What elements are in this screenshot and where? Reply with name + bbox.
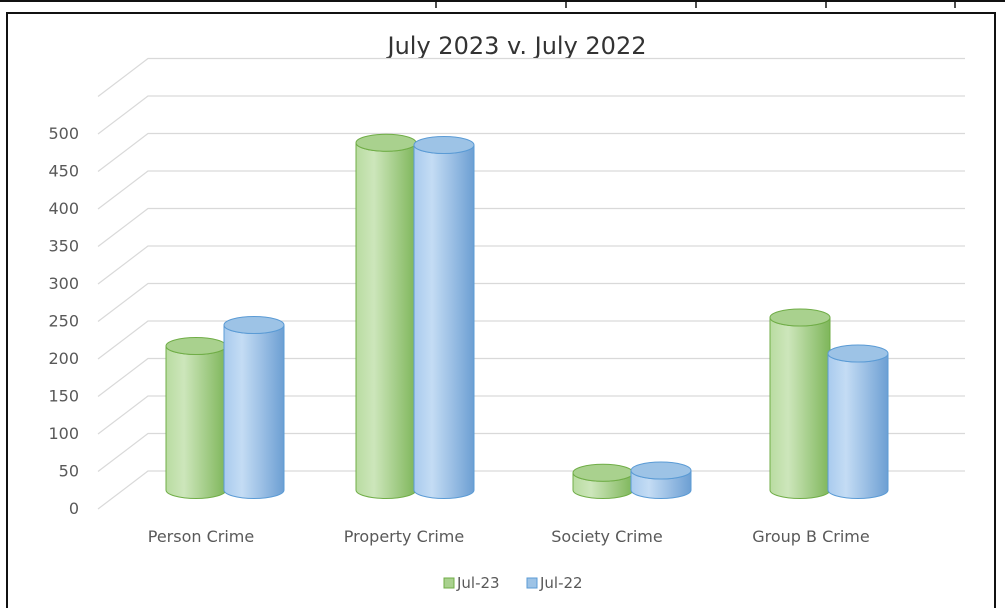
y-tick-label: 50	[59, 462, 79, 481]
gridline	[97, 95, 965, 135]
bar	[165, 337, 227, 499]
legend-label: Jul-23	[456, 574, 500, 592]
y-tick-label: 400	[48, 199, 79, 218]
bar	[769, 308, 831, 499]
y-tick-label: 250	[48, 312, 79, 331]
x-category-label: Society Crime	[551, 527, 662, 546]
gridline	[97, 207, 965, 247]
y-tick-label: 0	[69, 499, 79, 518]
legend-swatch	[443, 577, 455, 589]
gridline	[97, 395, 965, 435]
legend-item: Jul-22	[526, 574, 583, 592]
y-tick-label: 300	[48, 274, 79, 293]
legend-item: Jul-23	[443, 574, 500, 592]
gridline	[97, 432, 965, 472]
y-tick-label: 150	[48, 387, 79, 406]
gridline	[97, 320, 965, 360]
y-tick-label: 100	[48, 424, 79, 443]
y-axis-ticks: 0 50 100 150 200 250 300 350 400 450 500	[48, 124, 79, 518]
bar	[355, 133, 417, 499]
gridline	[97, 57, 965, 97]
gridline	[97, 357, 965, 397]
bar	[572, 463, 634, 499]
legend: Jul-23 Jul-22	[443, 574, 583, 592]
gridline	[97, 470, 965, 510]
legend-label: Jul-22	[539, 574, 583, 592]
legend-swatch	[526, 577, 538, 589]
y-tick-label: 200	[48, 349, 79, 368]
y-tick-label: 500	[48, 124, 79, 143]
y-tick-label: 450	[48, 162, 79, 181]
gridline	[97, 245, 965, 285]
bar	[827, 344, 889, 499]
gridline	[97, 170, 965, 210]
chart-frame	[6, 12, 996, 608]
x-category-label: Group B Crime	[752, 527, 869, 546]
bars	[165, 133, 889, 499]
chart-title: July 2023 v. July 2022	[386, 32, 647, 60]
x-category-label: Person Crime	[148, 527, 254, 546]
gridline	[97, 132, 965, 172]
x-category-label: Property Crime	[344, 527, 464, 546]
bar	[413, 136, 475, 499]
bar	[630, 461, 692, 499]
gridlines	[97, 57, 965, 510]
x-axis-labels: Person Crime Property Crime Society Crime G…	[148, 527, 870, 546]
bar	[223, 316, 285, 499]
y-tick-label: 350	[48, 237, 79, 256]
gridline	[97, 282, 965, 322]
page-top-border	[0, 0, 1005, 8]
